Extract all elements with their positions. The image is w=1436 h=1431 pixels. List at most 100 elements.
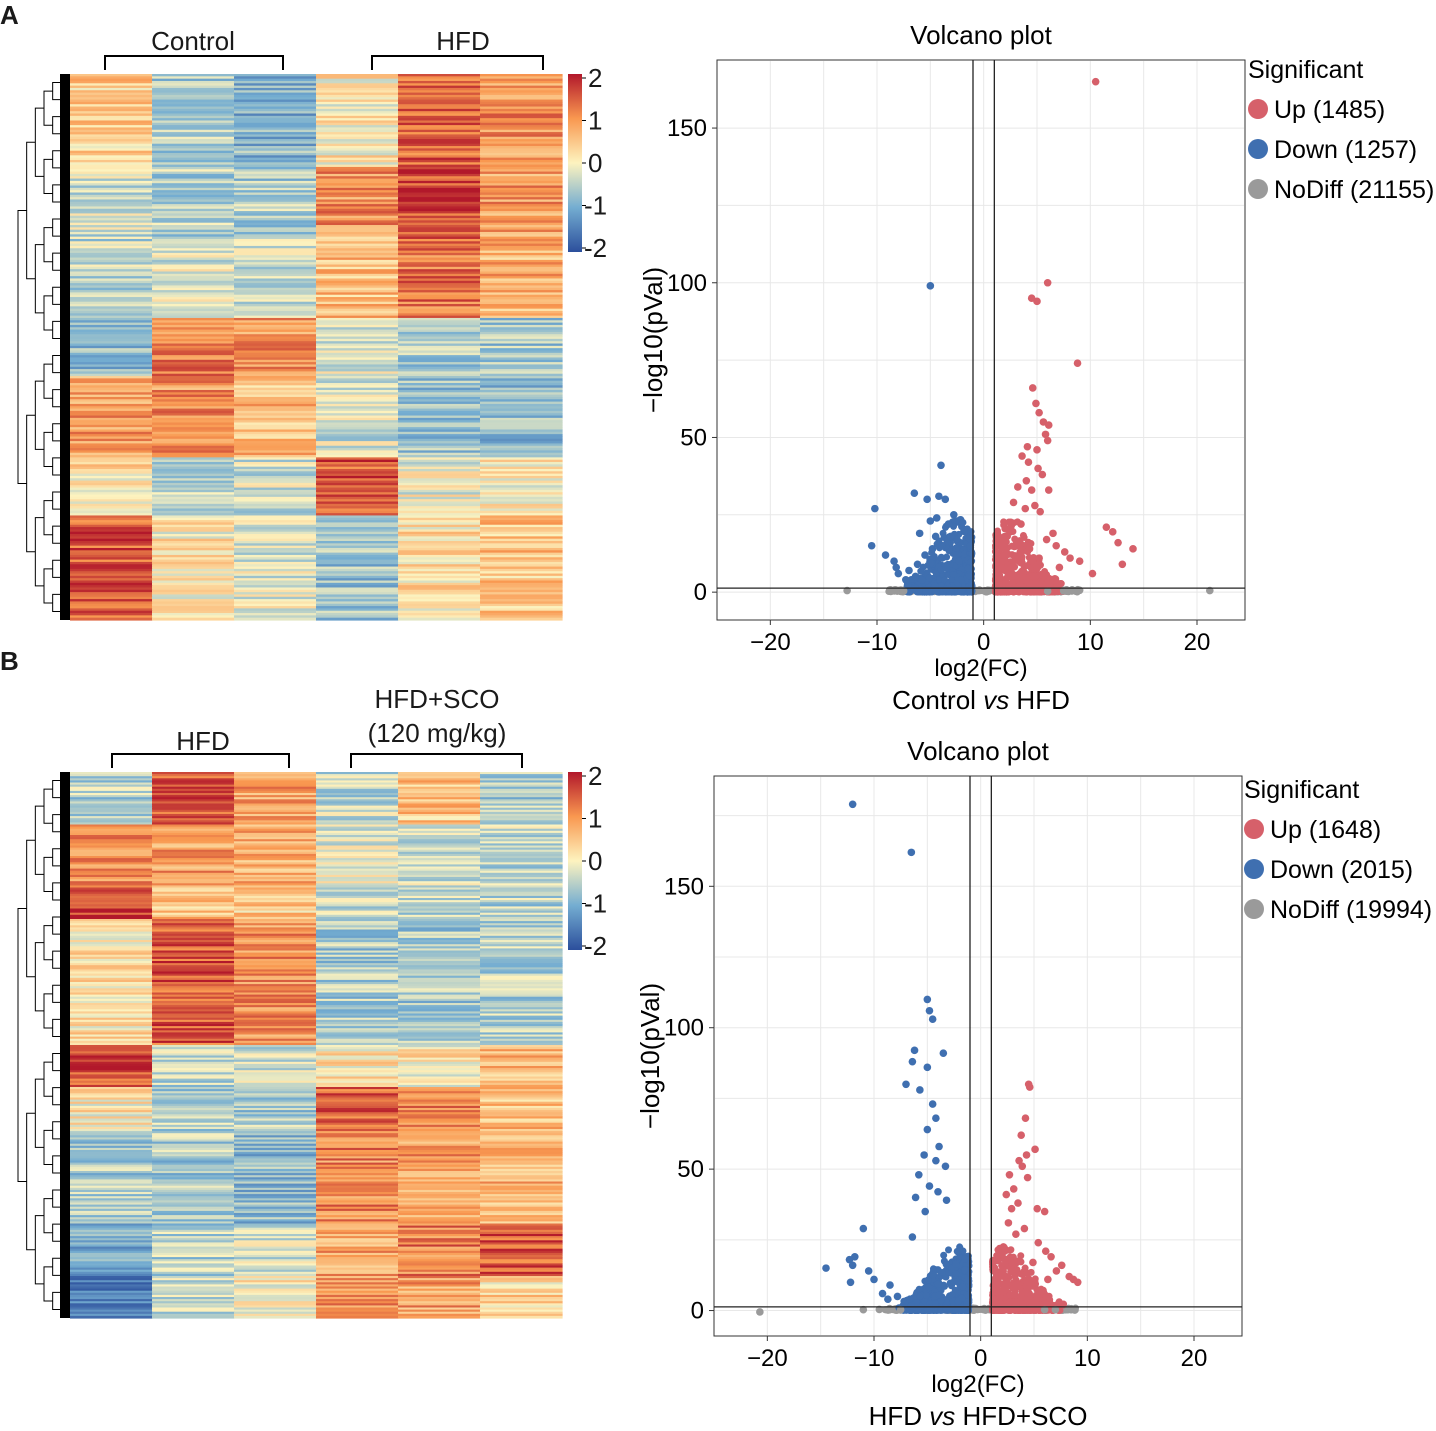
heatmap-cell	[316, 1309, 399, 1313]
heatmap-cell	[152, 80, 235, 84]
heatmap-cell	[480, 1015, 563, 1019]
heatmap-cell	[152, 120, 235, 124]
heatmap-cell	[398, 801, 481, 805]
heatmap-cell	[480, 582, 563, 586]
heatmap-cell	[152, 1229, 235, 1233]
dendrogram-branch	[26, 414, 36, 553]
heatmap-cell	[152, 164, 235, 168]
heatmap-cell	[480, 1290, 563, 1294]
heatmap-cell	[234, 197, 317, 201]
heatmap-cell	[316, 503, 399, 507]
heatmap-cell	[398, 362, 481, 366]
heatmap-cell	[316, 1284, 399, 1288]
heatmap-cell	[234, 380, 317, 384]
heatmap-cell	[398, 257, 481, 261]
heatmap-cell	[234, 176, 317, 180]
heatmap-cell	[480, 283, 563, 287]
heatmap-cell	[480, 1202, 563, 1206]
heatmap-cell	[234, 774, 317, 777]
heatmap-cell	[234, 482, 317, 486]
panel-letter-a: A	[0, 0, 19, 30]
heatmap-cell	[398, 1108, 481, 1111]
point-up	[1035, 554, 1043, 562]
heatmap-cell	[398, 122, 481, 126]
point-down	[950, 511, 958, 519]
heatmap-cell	[234, 889, 317, 893]
heatmap-cell	[70, 797, 153, 800]
point-down	[905, 566, 913, 575]
heatmap-cell	[316, 889, 399, 893]
heatmap-cell	[152, 946, 235, 949]
heatmap-cell	[70, 180, 153, 184]
heatmap-cell	[398, 422, 481, 426]
heatmap-cell	[480, 443, 563, 447]
heatmap-cell	[234, 152, 317, 156]
heatmap-cell	[480, 1164, 563, 1168]
heatmap-cell	[398, 1198, 481, 1201]
heatmap-cell	[480, 74, 563, 77]
heatmap-cell	[316, 914, 399, 918]
heatmap-cell	[234, 492, 317, 496]
heatmap-cell	[152, 1150, 235, 1153]
heatmap-cell	[152, 1005, 235, 1008]
heatmap-cell	[234, 1000, 317, 1004]
heatmap-cell	[480, 125, 563, 129]
heatmap-cell	[234, 1015, 317, 1019]
point-up	[1114, 538, 1122, 547]
heatmap-cell	[398, 851, 481, 855]
heatmap-cell	[398, 222, 481, 226]
heatmap-cell	[70, 615, 153, 619]
heatmap-cell	[398, 468, 481, 472]
heatmap-cell	[70, 1076, 153, 1080]
heatmap-cell	[70, 1290, 153, 1294]
heatmap-cell	[398, 1045, 481, 1048]
heatmap-cell	[234, 1229, 317, 1233]
heatmap-cell	[152, 948, 235, 952]
heatmap-cell	[70, 921, 153, 924]
heatmap-cell	[480, 1108, 563, 1111]
heatmap-cell	[480, 480, 563, 484]
heatmap-cell	[152, 919, 235, 922]
heatmap-cell	[398, 120, 481, 124]
heatmap-cell	[316, 317, 399, 321]
heatmap-cell	[234, 1095, 317, 1099]
heatmap-cell	[398, 1053, 481, 1057]
heatmap-cell	[234, 998, 317, 1002]
y-axis-label: −log10(pVal)	[635, 983, 665, 1129]
heatmap-cell	[480, 1217, 563, 1220]
heatmap-cell	[234, 797, 317, 800]
heatmap-cell	[398, 778, 481, 781]
heatmap-cell	[152, 885, 235, 889]
heatmap-cell	[234, 596, 317, 600]
heatmap-cell	[234, 464, 317, 468]
heatmap-cell	[480, 862, 563, 865]
heatmap-cell	[70, 345, 153, 349]
heatmap-cell	[234, 893, 317, 897]
point-nodiff	[899, 587, 908, 595]
heatmap-cell	[70, 85, 153, 89]
heatmap-cell	[70, 1240, 153, 1243]
heatmap-cell	[152, 954, 235, 958]
point-up	[1052, 541, 1060, 550]
heatmap-cell	[316, 893, 399, 897]
heatmap-cell	[234, 900, 317, 903]
heatmap-cell	[398, 550, 481, 554]
heatmap-cell	[480, 292, 563, 296]
heatmap-cell	[70, 515, 153, 519]
colorbar	[568, 74, 582, 252]
heatmap-cell	[234, 164, 317, 168]
heatmap-cell	[480, 338, 563, 342]
legend-label: NoDiff (21155)	[1274, 176, 1434, 204]
heatmap-cell	[234, 1110, 317, 1113]
heatmap-cell	[152, 313, 235, 317]
heatmap-cell	[316, 1311, 399, 1315]
heatmap-cell	[316, 900, 399, 903]
heatmap-cell	[152, 129, 235, 133]
heatmap-cell	[152, 297, 235, 300]
heatmap-cell	[152, 818, 235, 821]
heatmap-cell	[152, 906, 235, 910]
heatmap-cell	[234, 601, 317, 605]
heatmap-cell	[398, 596, 481, 600]
heatmap-cell	[70, 975, 153, 979]
heatmap-cell	[398, 1307, 481, 1311]
